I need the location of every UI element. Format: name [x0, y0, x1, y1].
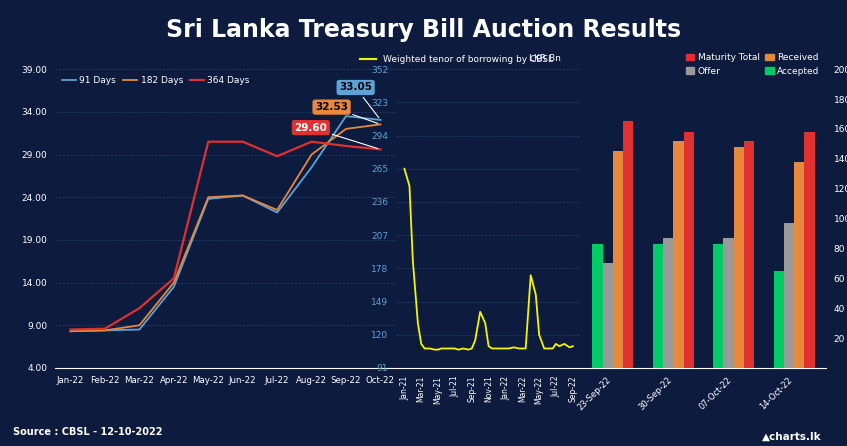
Bar — [734, 147, 744, 368]
Bar — [684, 132, 694, 368]
Legend: Maturity Total, Offer, Received, Accepted: Maturity Total, Offer, Received, Accepte… — [684, 51, 822, 78]
Text: 33.05: 33.05 — [339, 83, 379, 118]
Bar — [653, 244, 663, 368]
Legend: 91 Days, 182 Days, 364 Days: 91 Days, 182 Days, 364 Days — [59, 74, 252, 88]
Bar — [723, 238, 734, 368]
Bar — [613, 151, 623, 368]
182 Days — [307, 152, 317, 157]
91 Days — [307, 165, 317, 170]
364 Days — [65, 327, 75, 332]
182 Days — [65, 329, 75, 334]
Bar — [794, 162, 805, 368]
182 Days — [238, 193, 248, 198]
364 Days — [341, 143, 352, 149]
Bar — [603, 263, 613, 368]
182 Days — [272, 207, 282, 213]
Bar — [623, 121, 634, 368]
91 Days — [65, 329, 75, 334]
Text: LKR Bn: LKR Bn — [529, 54, 561, 63]
Line: 91 Days: 91 Days — [70, 116, 380, 331]
Line: 364 Days: 364 Days — [70, 142, 380, 330]
Bar — [663, 238, 673, 368]
Bar — [773, 271, 783, 368]
Text: 32.53: 32.53 — [315, 102, 378, 124]
Bar — [592, 244, 603, 368]
Text: Sri Lanka Treasury Bill Auction Results: Sri Lanka Treasury Bill Auction Results — [166, 18, 681, 42]
91 Days — [135, 327, 145, 332]
182 Days — [100, 328, 110, 333]
182 Days — [135, 322, 145, 328]
Text: ▲charts.lk: ▲charts.lk — [762, 432, 822, 442]
364 Days — [238, 139, 248, 145]
182 Days — [341, 126, 352, 132]
182 Days — [375, 122, 385, 127]
364 Days — [272, 153, 282, 159]
364 Days — [307, 139, 317, 145]
182 Days — [203, 194, 213, 200]
Bar — [713, 244, 723, 368]
364 Days — [169, 276, 179, 281]
Legend: Weighted tenor of borrowing by CBSL: Weighted tenor of borrowing by CBSL — [356, 51, 556, 67]
91 Days — [341, 113, 352, 119]
Line: 182 Days: 182 Days — [70, 124, 380, 331]
364 Days — [375, 147, 385, 152]
364 Days — [203, 139, 213, 145]
91 Days — [238, 193, 248, 198]
91 Days — [375, 117, 385, 123]
91 Days — [272, 210, 282, 215]
Text: Source : CBSL - 12-10-2022: Source : CBSL - 12-10-2022 — [13, 427, 163, 437]
Bar — [805, 132, 815, 368]
91 Days — [203, 196, 213, 202]
364 Days — [135, 306, 145, 311]
Bar — [744, 141, 755, 368]
Text: 29.60: 29.60 — [295, 123, 378, 149]
Bar — [673, 141, 684, 368]
Bar — [783, 223, 794, 368]
182 Days — [169, 280, 179, 285]
91 Days — [169, 284, 179, 289]
91 Days — [100, 328, 110, 333]
364 Days — [100, 326, 110, 331]
